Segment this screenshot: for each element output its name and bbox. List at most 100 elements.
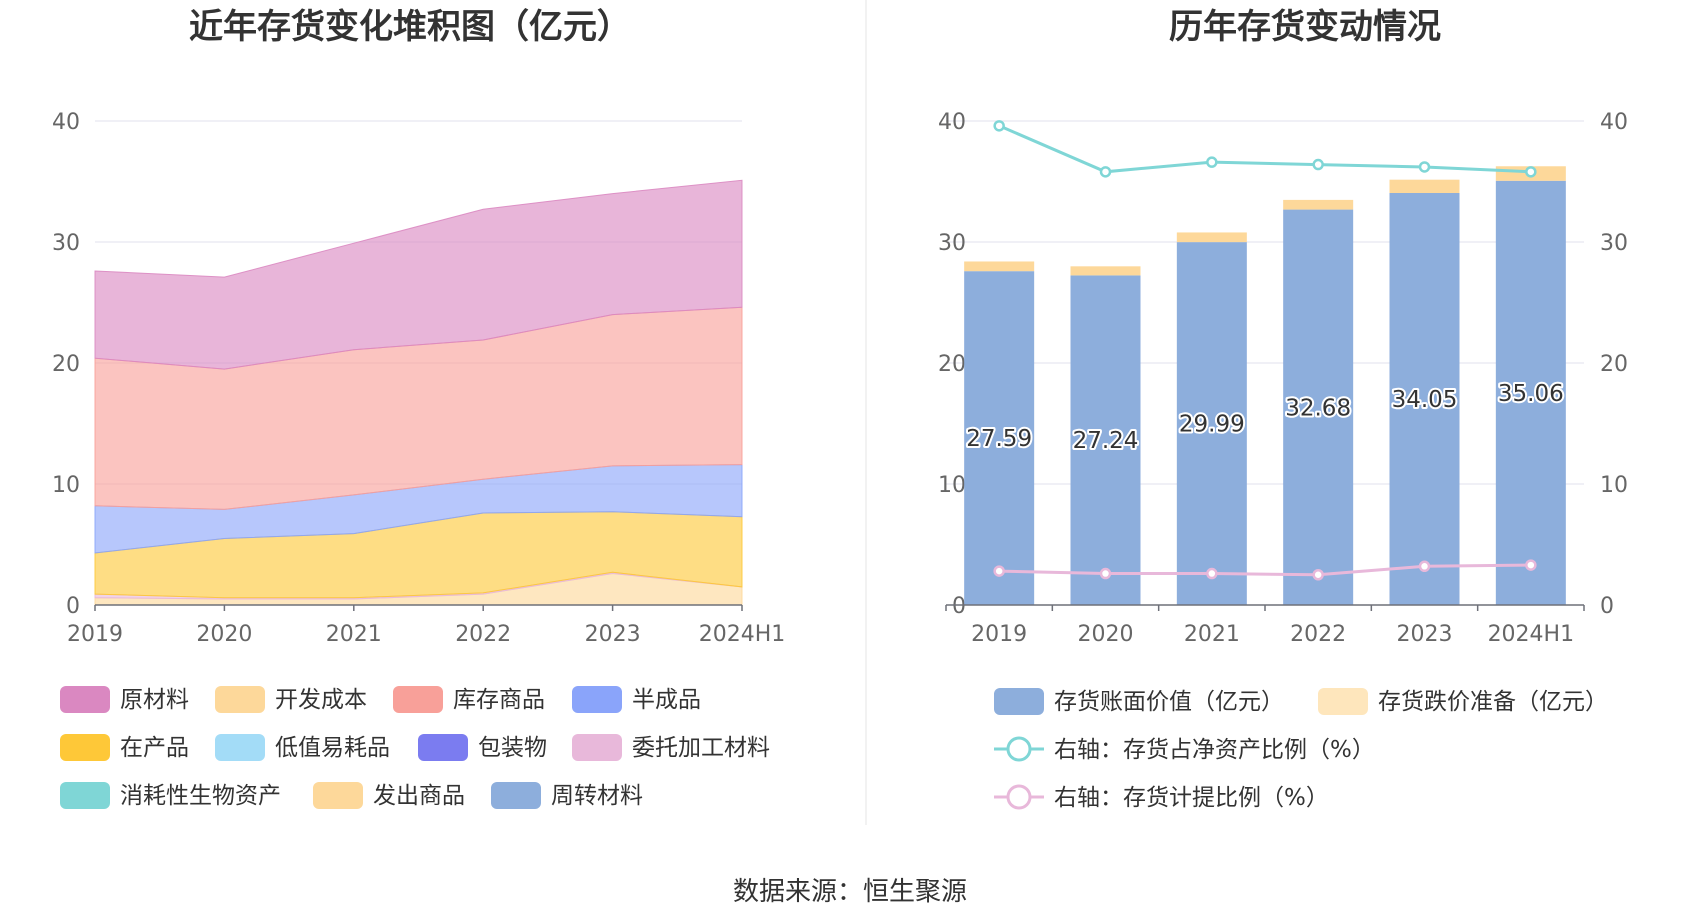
left-legend-item[interactable]: 委托加工材料 <box>572 734 770 761</box>
left-y-tick-label: 40 <box>52 110 80 135</box>
left-legend-swatch <box>572 734 622 761</box>
right-legend-marker <box>1006 784 1032 810</box>
right-chart-title: 历年存货变动情况 <box>1169 7 1441 47</box>
bar-book-value <box>1389 192 1460 605</box>
right-legend-label: 存货跌价准备（亿元） <box>1378 689 1608 715</box>
line-point <box>1312 158 1324 171</box>
bar-impairment <box>1070 266 1141 276</box>
bar-impairment <box>1389 179 1460 193</box>
bar-book-value <box>964 271 1035 605</box>
bar-impairment <box>1176 232 1247 243</box>
bar-value-label: 29.99 <box>1179 412 1245 438</box>
right-x-tick-label: 2020 <box>1078 622 1134 647</box>
inventory-bar-chart: 历年存货变动情况 0 10 20 30 40 0 10 20 30 40 27.59 27.24 29… <box>938 7 1628 811</box>
left-legend-item[interactable]: 半成品 <box>572 686 701 713</box>
left-legend-label: 低值易耗品 <box>275 735 390 761</box>
left-legend-label: 开发成本 <box>275 687 367 713</box>
bar-value-label: 34.05 <box>1392 387 1458 413</box>
line-point <box>993 565 1005 577</box>
left-x-tick-label: 2020 <box>196 622 252 647</box>
right-y-tick-label: 20 <box>938 352 966 377</box>
right-y-tick-label: 40 <box>938 110 966 135</box>
data-source-label: 数据来源：恒生聚源 <box>733 877 967 907</box>
left-x-tick-label: 2022 <box>455 622 511 647</box>
left-legend-item[interactable]: 发出商品 <box>313 782 465 809</box>
left-legend-item[interactable]: 消耗性生物资产 <box>60 782 281 809</box>
right-legend-swatch <box>1318 688 1368 715</box>
left-legend-label: 原材料 <box>120 687 189 713</box>
bar-value-label: 27.24 <box>1073 428 1139 454</box>
bar-value-label: 35.06 <box>1498 381 1564 407</box>
right-y2-tick-label: 10 <box>1600 473 1628 498</box>
right-legend-item[interactable]: 存货跌价准备（亿元） <box>1318 688 1608 715</box>
left-legend-swatch <box>572 686 622 713</box>
right-legend-swatch <box>994 688 1044 715</box>
right-y2-tick-label: 30 <box>1600 231 1628 256</box>
line-point <box>1099 567 1112 580</box>
bar-impairment <box>964 261 1035 272</box>
left-y-tick-label: 20 <box>52 352 80 377</box>
bar-value-label: 27.59 <box>966 426 1032 452</box>
right-legend-item[interactable]: 右轴：存货占净资产比例（%） <box>994 736 1375 763</box>
right-lines <box>993 120 1537 581</box>
line-impairment-ratio <box>999 563 1531 577</box>
right-axes: 2019 2020 2021 2022 2023 2024H1 <box>945 604 1585 647</box>
left-x-tick-label: 2021 <box>326 622 382 647</box>
right-x-tick-label: 2019 <box>971 622 1027 647</box>
right-x-tick-label: 2023 <box>1397 622 1453 647</box>
bar-impairment <box>1283 199 1354 210</box>
right-y-tick-label: 10 <box>938 473 966 498</box>
right-legend-item[interactable]: 右轴：存货计提比例（%） <box>994 784 1329 811</box>
right-legend-item[interactable]: 存货账面价值（亿元） <box>994 688 1284 715</box>
right-y2-tick-label: 0 <box>1600 594 1614 619</box>
left-legend-label: 发出商品 <box>373 783 465 809</box>
left-y-tick-label: 0 <box>66 594 80 619</box>
left-legend-swatch <box>313 782 363 809</box>
bar-book-value <box>1070 275 1141 605</box>
bar-value-label: 32.68 <box>1285 395 1351 421</box>
right-y2-tick-label: 40 <box>1600 110 1628 135</box>
left-legend-item[interactable]: 在产品 <box>60 734 189 761</box>
left-area-layers <box>94 179 743 606</box>
line-point <box>1525 559 1537 571</box>
left-legend-label: 包装物 <box>478 735 547 761</box>
line-point <box>1418 161 1431 173</box>
right-y2-tick-label: 20 <box>1600 352 1628 377</box>
right-y-tick-label: 30 <box>938 231 966 256</box>
left-legend-item[interactable]: 开发成本 <box>215 686 367 713</box>
right-y-tick-label: 0 <box>952 594 966 619</box>
line-inventory-to-net-assets <box>998 124 1531 174</box>
left-legend-swatch <box>60 734 110 761</box>
left-x-tick-label: 2023 <box>585 622 641 647</box>
bar-book-value <box>1283 209 1354 605</box>
left-chart-title: 近年存货变化堆积图（亿元） <box>189 7 631 47</box>
right-legend-label: 右轴：存货占净资产比例（%） <box>1054 737 1375 763</box>
left-legend-swatch <box>491 782 541 809</box>
line-point <box>993 120 1005 132</box>
left-legend-item[interactable]: 原材料 <box>60 686 189 713</box>
line-point <box>1312 569 1324 581</box>
right-legend-label: 存货账面价值（亿元） <box>1054 689 1284 715</box>
right-legend: 存货账面价值（亿元） 存货跌价准备（亿元）右轴：存货占净资产比例（%） 右轴：存货计… <box>994 688 1608 811</box>
stacked-area-chart: 近年存货变化堆积图（亿元） 0 10 20 30 40 2019 2020 2021 2022… <box>52 7 785 809</box>
left-legend-swatch <box>215 686 265 713</box>
left-legend-swatch <box>60 686 110 713</box>
left-legend-label: 委托加工材料 <box>632 735 770 761</box>
line-point <box>1418 560 1431 573</box>
left-x-tick-label: 2019 <box>67 622 123 647</box>
left-legend-swatch <box>393 686 443 713</box>
left-y-tick-label: 10 <box>52 473 80 498</box>
left-legend-item[interactable]: 包装物 <box>418 734 547 761</box>
left-legend-swatch <box>215 734 265 761</box>
left-legend-item[interactable]: 低值易耗品 <box>215 734 390 761</box>
left-axes: 2019 2020 2021 2022 2023 2024H1 <box>67 604 785 647</box>
left-legend-item[interactable]: 周转材料 <box>491 782 643 809</box>
left-y-tick-label: 30 <box>52 231 80 256</box>
right-grid: 0 10 20 30 40 0 10 20 30 40 <box>938 110 1628 619</box>
left-legend-label: 库存商品 <box>453 687 545 713</box>
left-legend-swatch <box>418 734 468 761</box>
left-legend-item[interactable]: 库存商品 <box>393 686 545 713</box>
left-legend-swatch <box>60 782 110 809</box>
